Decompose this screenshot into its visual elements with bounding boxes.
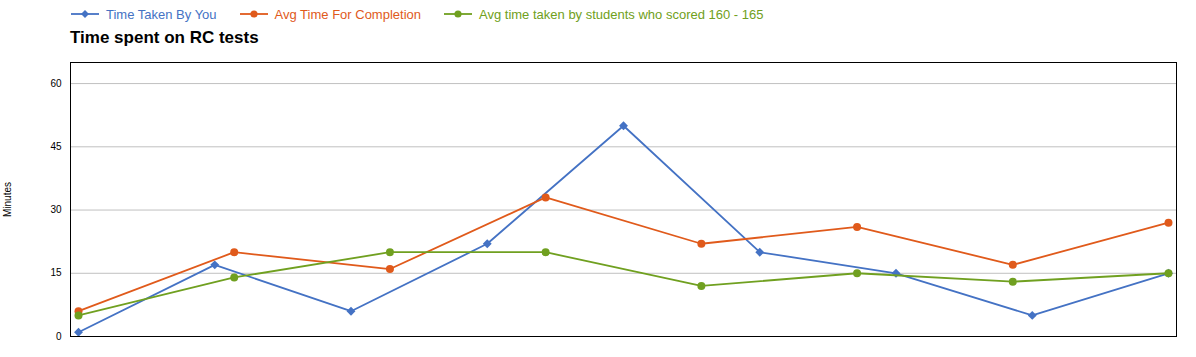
- html-text:Avg Time For Completion: Avg Time For Completion: [274, 6, 421, 22]
- html-text:Time spent on RC tests: Time spent on RC tests: [70, 28, 259, 47]
- svg-text:45: 45: [50, 141, 62, 152]
- svg-text:30: 30: [50, 204, 62, 215]
- svg-text:0: 0: [56, 331, 62, 342]
- svg-text:60: 60: [50, 78, 62, 89]
- svg-text:15: 15: [50, 267, 62, 278]
- html-text:Time Taken By You: Time Taken By You: [106, 6, 217, 22]
- html-text:Avg time taken by students who: Avg time taken by students who scored 16…: [479, 6, 764, 22]
- svg-text:Minutes: Minutes: [2, 182, 13, 217]
